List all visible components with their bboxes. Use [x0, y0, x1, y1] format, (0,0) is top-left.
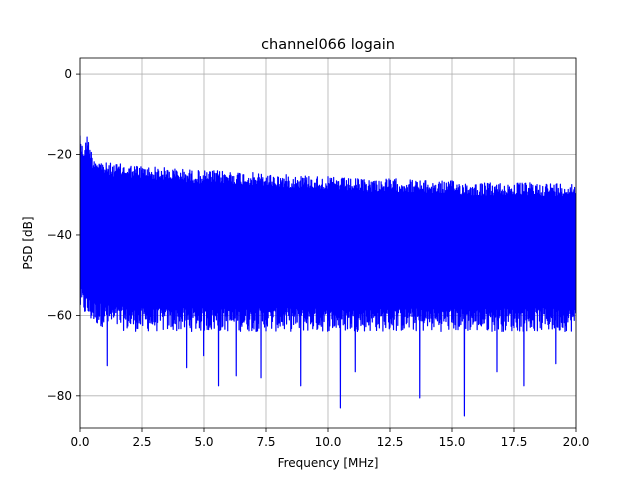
x-axis-ticks: 0.0 2.5 5.0 7.5 10.0 12.5 15.0 17.5 20.0 — [70, 428, 589, 449]
x-axis-label: Frequency [MHz] — [278, 456, 379, 470]
psd-series-line — [80, 135, 576, 417]
x-tick-label: 15.0 — [439, 435, 466, 449]
x-tick-label: 20.0 — [563, 435, 590, 449]
y-axis-label: PSD [dB] — [21, 216, 35, 269]
y-axis-ticks: 0 −20 −40 −60 −80 — [47, 67, 80, 403]
y-tick-label: −80 — [47, 389, 72, 403]
y-tick-label: 0 — [64, 67, 72, 81]
x-tick-label: 7.5 — [256, 435, 275, 449]
y-tick-label: −40 — [47, 228, 72, 242]
x-tick-label: 0.0 — [70, 435, 89, 449]
x-tick-label: 17.5 — [501, 435, 528, 449]
x-tick-label: 10.0 — [315, 435, 342, 449]
series-layer — [80, 135, 576, 417]
x-tick-label: 2.5 — [132, 435, 151, 449]
x-tick-label: 12.5 — [377, 435, 404, 449]
y-tick-label: −60 — [47, 308, 72, 322]
plot-frame — [79, 57, 577, 429]
chart-title: channel066 logain — [261, 37, 395, 53]
y-tick-label: −20 — [47, 148, 72, 162]
x-tick-label: 5.0 — [194, 435, 213, 449]
